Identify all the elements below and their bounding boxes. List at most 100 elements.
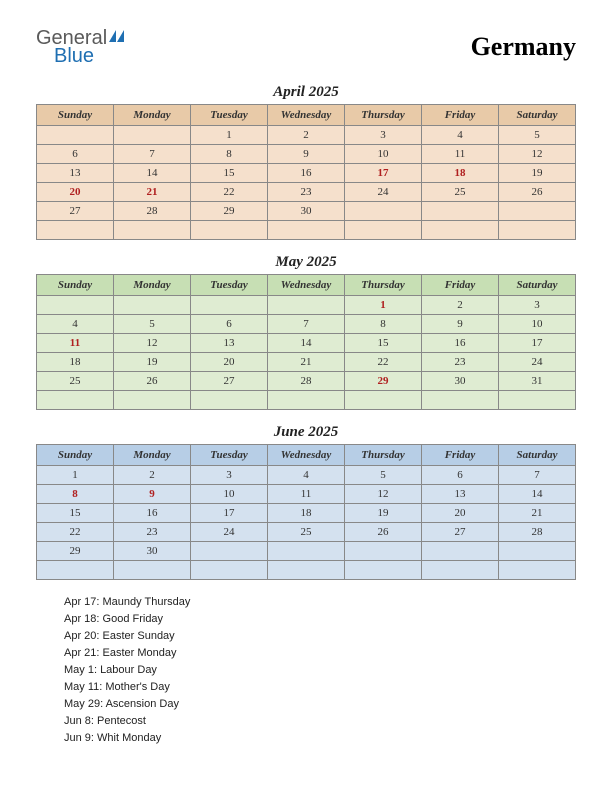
calendar-cell: 17 — [191, 504, 268, 523]
logo-text-blue: Blue — [54, 46, 129, 66]
calendar-cell — [114, 126, 191, 145]
calendar-cell: 18 — [268, 504, 345, 523]
calendar-cell: 11 — [422, 145, 499, 164]
calendar-cell — [37, 561, 114, 580]
calendar-cell: 1 — [345, 296, 422, 315]
calendar-cell: 11 — [268, 485, 345, 504]
calendar-cell: 2 — [114, 466, 191, 485]
calendar-cell: 20 — [191, 353, 268, 372]
calendar-cell: 26 — [499, 183, 576, 202]
day-header: Wednesday — [268, 445, 345, 466]
calendar-cell: 15 — [345, 334, 422, 353]
calendar-cell — [191, 561, 268, 580]
calendar-cell — [422, 202, 499, 221]
month-block: June 2025SundayMondayTuesdayWednesdayThu… — [36, 424, 576, 580]
calendar-cell: 5 — [345, 466, 422, 485]
day-header: Tuesday — [191, 105, 268, 126]
calendar-cell: 12 — [499, 145, 576, 164]
holiday-entry: Jun 9: Whit Monday — [64, 730, 576, 747]
day-header: Friday — [422, 445, 499, 466]
calendar-cell: 28 — [268, 372, 345, 391]
calendar-cell: 17 — [345, 164, 422, 183]
day-header: Friday — [422, 105, 499, 126]
holiday-entry: Apr 17: Maundy Thursday — [64, 594, 576, 611]
calendar-cell: 9 — [422, 315, 499, 334]
holiday-entry: Jun 8: Pentecost — [64, 713, 576, 730]
day-header: Sunday — [37, 445, 114, 466]
calendar-cell — [37, 391, 114, 410]
calendar-cell — [422, 542, 499, 561]
header: General Blue Germany — [36, 28, 576, 66]
calendar-cell: 30 — [268, 202, 345, 221]
calendar-cell: 2 — [422, 296, 499, 315]
holiday-entry: May 11: Mother's Day — [64, 679, 576, 696]
calendar-cell — [268, 542, 345, 561]
day-header: Friday — [422, 275, 499, 296]
calendar-cell: 9 — [268, 145, 345, 164]
calendar-cell — [499, 391, 576, 410]
calendar-cell: 24 — [499, 353, 576, 372]
calendar-cell — [268, 561, 345, 580]
calendar-cell — [37, 221, 114, 240]
day-header: Monday — [114, 445, 191, 466]
calendar-cell — [345, 221, 422, 240]
calendar-cell: 5 — [499, 126, 576, 145]
calendar-cell: 10 — [345, 145, 422, 164]
calendar-cell — [268, 221, 345, 240]
calendar-cell: 15 — [191, 164, 268, 183]
calendar-cell — [114, 391, 191, 410]
calendar-cell: 27 — [191, 372, 268, 391]
holiday-entry: May 29: Ascension Day — [64, 696, 576, 713]
calendar-cell: 7 — [499, 466, 576, 485]
calendar-cell: 26 — [114, 372, 191, 391]
calendar-cell: 22 — [191, 183, 268, 202]
calendar-cell: 14 — [114, 164, 191, 183]
calendar-table: SundayMondayTuesdayWednesdayThursdayFrid… — [36, 104, 576, 240]
calendar-cell: 28 — [499, 523, 576, 542]
calendar-cell — [422, 221, 499, 240]
calendar-table: SundayMondayTuesdayWednesdayThursdayFrid… — [36, 444, 576, 580]
calendar-cell: 1 — [37, 466, 114, 485]
calendar-cell: 16 — [422, 334, 499, 353]
holiday-entry: Apr 18: Good Friday — [64, 611, 576, 628]
calendar-cell: 30 — [422, 372, 499, 391]
calendar-cell: 5 — [114, 315, 191, 334]
day-header: Wednesday — [268, 275, 345, 296]
calendar-cell — [345, 561, 422, 580]
calendar-cell — [37, 126, 114, 145]
holiday-entry: May 1: Labour Day — [64, 662, 576, 679]
calendar-cell: 12 — [345, 485, 422, 504]
country-title: Germany — [471, 32, 576, 62]
calendar-cell: 29 — [191, 202, 268, 221]
day-header: Saturday — [499, 105, 576, 126]
holiday-entry: Apr 21: Easter Monday — [64, 645, 576, 662]
day-header: Tuesday — [191, 445, 268, 466]
calendar-cell: 1 — [191, 126, 268, 145]
calendar-table: SundayMondayTuesdayWednesdayThursdayFrid… — [36, 274, 576, 410]
calendar-cell: 3 — [499, 296, 576, 315]
calendar-cell: 8 — [37, 485, 114, 504]
calendar-cell: 25 — [37, 372, 114, 391]
calendar-cell: 19 — [114, 353, 191, 372]
calendars-container: April 2025SundayMondayTuesdayWednesdayTh… — [36, 84, 576, 580]
calendar-cell: 21 — [268, 353, 345, 372]
calendar-cell: 4 — [268, 466, 345, 485]
day-header: Saturday — [499, 445, 576, 466]
calendar-cell — [114, 221, 191, 240]
calendar-cell: 20 — [37, 183, 114, 202]
calendar-cell: 17 — [499, 334, 576, 353]
calendar-cell: 6 — [422, 466, 499, 485]
calendar-cell: 23 — [422, 353, 499, 372]
logo: General Blue — [36, 28, 129, 66]
calendar-cell — [268, 391, 345, 410]
calendar-cell: 4 — [37, 315, 114, 334]
calendar-cell: 19 — [345, 504, 422, 523]
calendar-cell — [191, 221, 268, 240]
month-title: April 2025 — [36, 84, 576, 101]
day-header: Thursday — [345, 275, 422, 296]
calendar-cell: 3 — [191, 466, 268, 485]
calendar-cell — [499, 202, 576, 221]
calendar-cell: 28 — [114, 202, 191, 221]
day-header: Sunday — [37, 105, 114, 126]
calendar-cell: 11 — [37, 334, 114, 353]
